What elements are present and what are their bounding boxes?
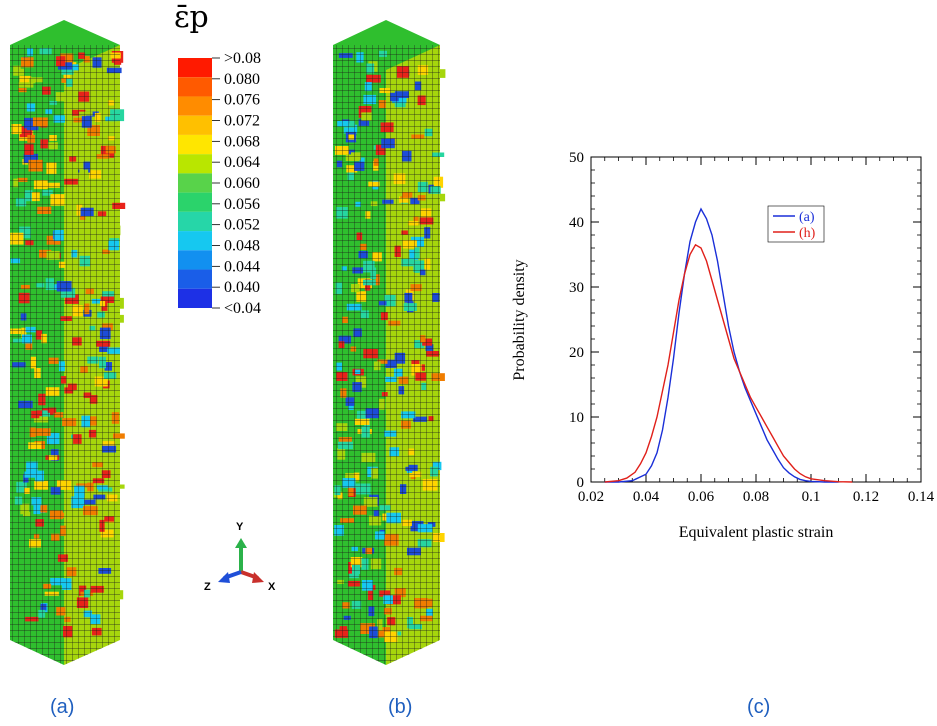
x-tick-label: 0.12 — [853, 489, 879, 505]
x-tick-label: 0.02 — [578, 489, 604, 505]
colorbar-label: 0.080 — [224, 71, 260, 88]
colorbar-cell — [178, 58, 212, 78]
strain-symbol: ε̄p — [174, 0, 209, 35]
colorbar-label: 0.064 — [224, 154, 260, 171]
colorbar-cell — [178, 154, 212, 174]
y-tick-label: 30 — [569, 280, 584, 296]
colorbar-cell — [178, 173, 212, 193]
triad-x-label: X — [268, 581, 276, 593]
y-tick-label: 10 — [569, 410, 584, 426]
x-axis-title: Equivalent plastic strain — [679, 524, 834, 541]
y-tick-label: 20 — [569, 345, 584, 361]
series-line-h — [604, 243, 853, 483]
legend-box — [767, 205, 825, 243]
plot-frame — [590, 156, 922, 483]
colorbar-label: 0.056 — [224, 196, 260, 213]
triad-z-label: Z — [204, 581, 211, 593]
colorbar-cell — [178, 134, 212, 155]
colorbar-label: <0.04 — [224, 300, 261, 317]
colorbar-cell — [178, 231, 212, 251]
colorbar-cell — [178, 288, 212, 308]
column-b-mesh — [333, 20, 446, 665]
y-axis-title: Probability density — [511, 259, 528, 380]
y-tick-label: 0 — [577, 475, 585, 491]
x-axis-arrowhead — [252, 572, 264, 583]
axis-triad: Y X Z — [204, 521, 276, 593]
colorbar-cell — [178, 192, 212, 212]
colorbar-label: 0.044 — [224, 258, 260, 275]
colorbar-cell — [178, 250, 212, 270]
colorbar-label: 0.068 — [224, 133, 260, 150]
colorbar-cell — [178, 211, 212, 232]
x-tick-label: 0.1 — [802, 489, 821, 505]
colorbar-label: 0.072 — [224, 113, 260, 130]
z-axis-arrowhead — [218, 572, 230, 583]
colorbar-label: 0.052 — [224, 217, 260, 234]
panel-label-a: (a) — [50, 696, 75, 718]
colorbar-cell — [178, 77, 212, 97]
colorbar-cell — [178, 96, 212, 116]
colorbar-label: >0.08 — [224, 50, 261, 67]
x-tick-label: 0.04 — [633, 489, 660, 505]
panel-label-b: (b) — [388, 696, 413, 718]
triad-y-label: Y — [236, 521, 244, 533]
panel-label-c: (c) — [747, 696, 771, 718]
x-tick-label: 0.06 — [688, 489, 715, 505]
colorbar-cell — [178, 269, 212, 289]
y-tick-label: 50 — [569, 150, 584, 166]
series-line-a — [604, 207, 839, 483]
legend-label: (a) — [799, 210, 815, 225]
colorbar-label: 0.076 — [224, 92, 260, 109]
chart-legend: (a)(h) — [767, 205, 825, 243]
column-a-mesh — [10, 20, 126, 665]
colorbar-label: 0.048 — [224, 238, 260, 255]
probability-density-chart: 0.02 0.04 0.06 0.08 0.1 0.12 0.14 0 10 20 30 40 50 (… — [511, 150, 935, 541]
y-tick-label: 40 — [569, 215, 584, 231]
x-tick-label: 0.14 — [908, 489, 935, 505]
colorbar-label: 0.060 — [224, 175, 260, 192]
legend-label: (h) — [799, 226, 816, 241]
y-axis-arrowhead — [235, 538, 247, 548]
colorbar-cell — [178, 115, 212, 135]
strain-colorbar: >0.08 0.080 0.076 0.072 0.068 0.064 0.060 0.056… — [178, 50, 261, 317]
x-tick-label: 0.08 — [743, 489, 769, 505]
colorbar-label: 0.040 — [224, 279, 260, 296]
